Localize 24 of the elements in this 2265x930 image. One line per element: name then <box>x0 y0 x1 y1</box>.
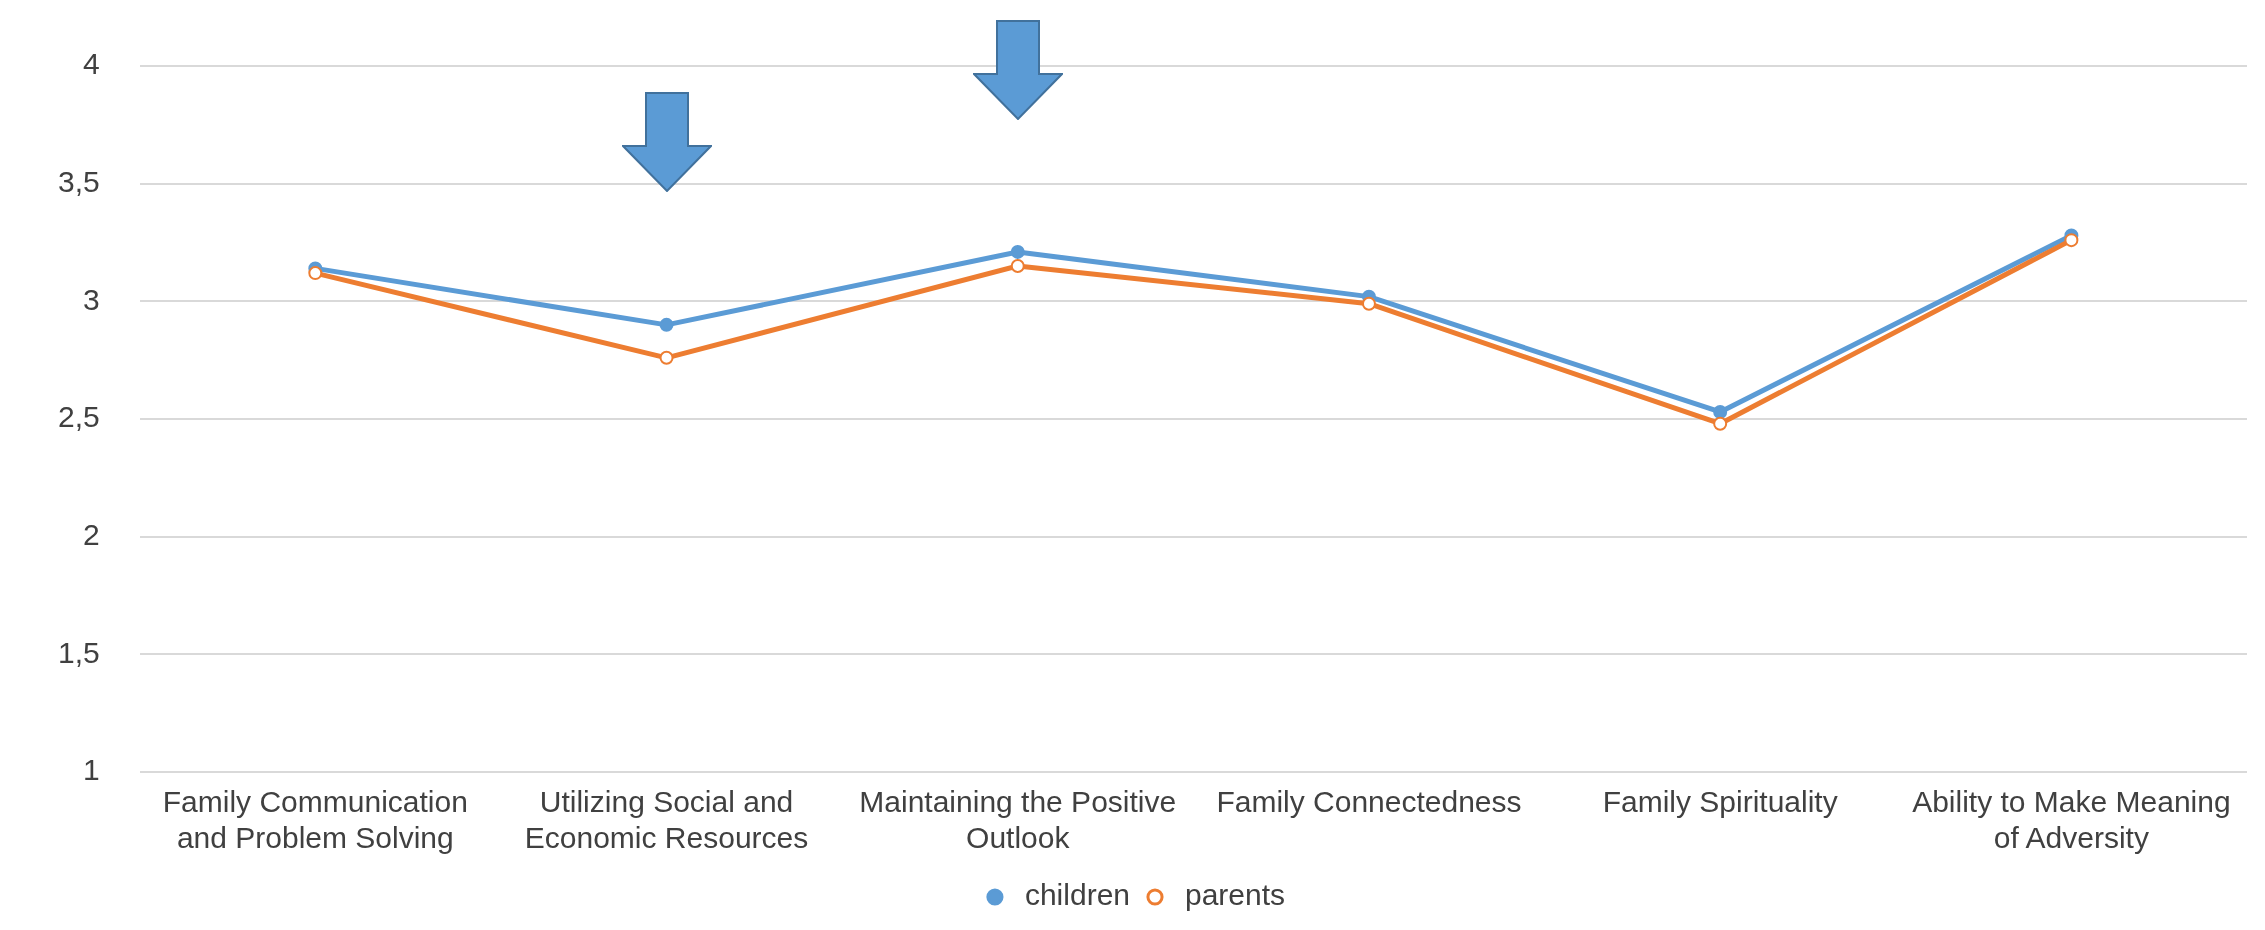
x-tick-label: Family Connectedness <box>1216 785 1522 819</box>
point <box>308 266 323 281</box>
y-tick-label: 3 <box>83 282 100 316</box>
point <box>659 350 674 365</box>
point <box>1361 296 1376 311</box>
y-tick-label: 4 <box>83 47 100 81</box>
y-tick-label: 1,5 <box>57 635 100 669</box>
point <box>1713 404 1728 419</box>
x-tick-label: Utilizing Social and Economic Resources <box>524 785 809 855</box>
x-tick-label: Family Communication and Problem Solving <box>162 785 468 855</box>
y-tick-label: 1 <box>83 753 100 787</box>
legend-label: children <box>1024 878 1130 912</box>
legend-label: parents <box>1185 878 1286 912</box>
y-tick-label: 2 <box>83 517 100 551</box>
x-tick-label: Family Spirituality <box>1602 785 1838 819</box>
y-tick-label: 2,5 <box>57 400 100 434</box>
point <box>2064 233 2079 248</box>
x-tick-label: Ability to Make Meaning of Adversity <box>1912 785 2231 855</box>
point <box>1010 244 1025 259</box>
y-tick-label: 3,5 <box>57 164 100 198</box>
point <box>1010 259 1025 274</box>
x-tick-label: Maintaining the Positive Outlook <box>859 785 1177 855</box>
point <box>1713 416 1728 431</box>
point <box>659 317 674 332</box>
